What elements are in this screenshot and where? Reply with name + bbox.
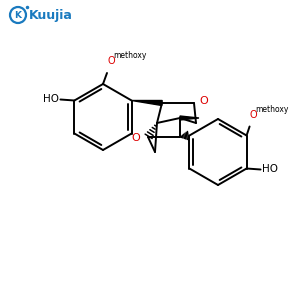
Polygon shape <box>180 116 199 120</box>
Text: K: K <box>14 11 22 20</box>
Text: HO: HO <box>44 94 59 104</box>
Text: HO: HO <box>262 164 278 175</box>
Text: O: O <box>131 133 140 143</box>
Text: O: O <box>199 96 208 106</box>
Text: methoxy: methoxy <box>113 51 146 60</box>
Text: O: O <box>107 56 115 66</box>
Text: Kuujia: Kuujia <box>29 8 73 22</box>
Text: methoxy: methoxy <box>256 104 289 113</box>
Text: O: O <box>250 110 257 119</box>
Polygon shape <box>132 100 162 106</box>
